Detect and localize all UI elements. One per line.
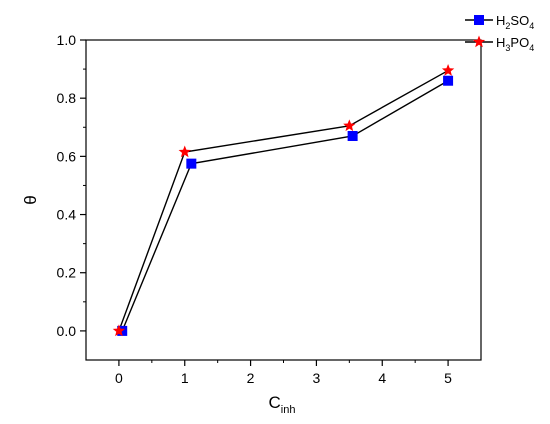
series-1 xyxy=(118,69,449,332)
legend: H2SO4 H3PO4 xyxy=(465,13,534,53)
data-point xyxy=(347,131,358,141)
series-line xyxy=(121,80,449,332)
y-tick-label: 0.6 xyxy=(57,148,77,164)
y-axis: 0.0 0.2 0.4 0.6 0.8 1.0 xyxy=(57,32,86,339)
series-0 xyxy=(121,80,449,332)
series-0-points xyxy=(117,75,454,336)
plot-area xyxy=(85,39,482,361)
x-tick-label: 0 xyxy=(115,370,123,386)
x-axis: 0 1 2 3 4 5 xyxy=(115,360,452,386)
y-tick-label: 0.2 xyxy=(57,265,77,281)
x-tick-label: 1 xyxy=(181,370,189,386)
legend-label: H3PO4 xyxy=(496,35,534,53)
x-tick-label: 3 xyxy=(313,370,321,386)
x-tick-label: 2 xyxy=(247,370,255,386)
data-point xyxy=(112,324,126,337)
data-point xyxy=(343,119,356,132)
y-axis-title: θ xyxy=(21,195,40,204)
legend-label: H2SO4 xyxy=(496,13,534,31)
x-axis-title: Cinh xyxy=(269,393,296,416)
y-tick-label: 0.4 xyxy=(57,207,77,223)
data-point xyxy=(443,75,454,86)
legend-item: H3PO4 xyxy=(465,35,534,53)
y-tick-label: 0.0 xyxy=(57,323,77,339)
series-layer xyxy=(112,64,455,337)
data-point xyxy=(178,145,191,158)
y-tick-label: 1.0 xyxy=(57,32,77,48)
series-line xyxy=(118,69,449,332)
plot-frame xyxy=(85,39,482,361)
y-tick-label: 0.8 xyxy=(57,90,77,106)
legend-marker xyxy=(474,15,484,25)
data-point xyxy=(186,158,197,169)
data-point xyxy=(441,64,455,76)
legend-item: H2SO4 xyxy=(465,13,534,31)
x-tick-label: 4 xyxy=(378,370,386,386)
legend-marker xyxy=(472,35,486,48)
series-1-points xyxy=(112,64,455,337)
x-tick-label: 5 xyxy=(444,370,452,386)
